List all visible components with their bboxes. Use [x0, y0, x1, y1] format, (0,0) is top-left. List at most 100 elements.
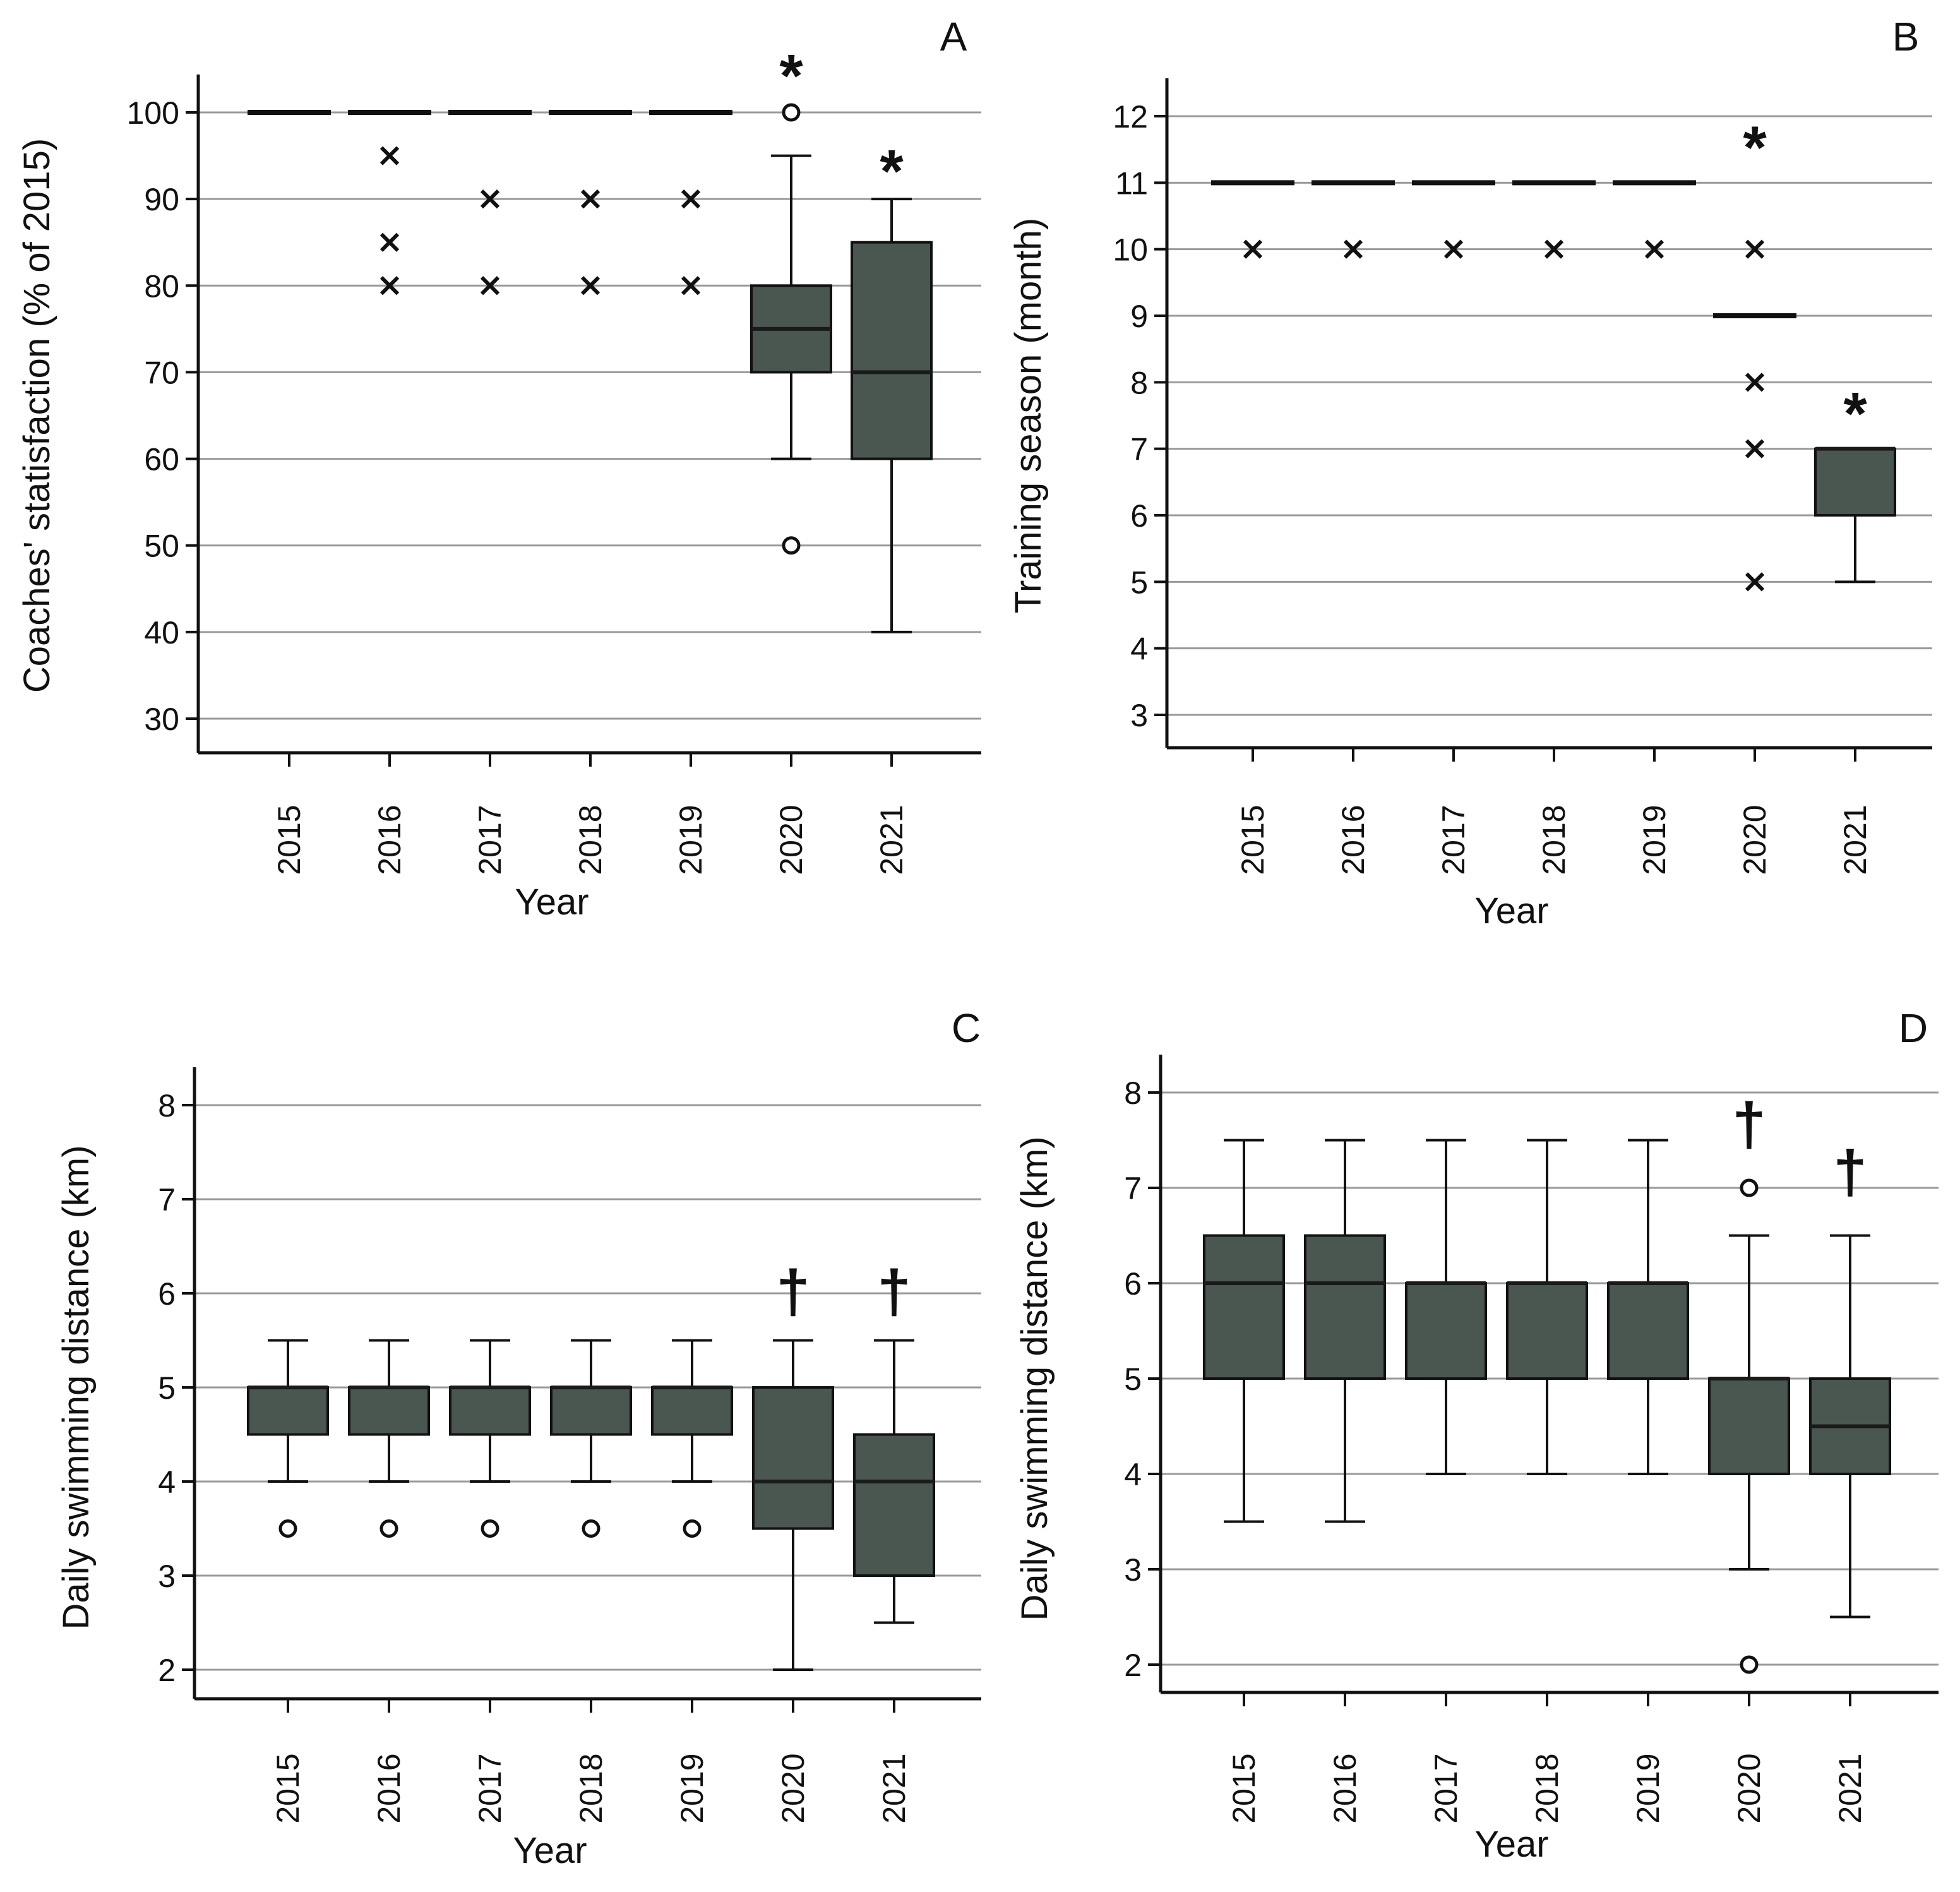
- outlier-point: [481, 1519, 499, 1538]
- significance-marker: *: [1843, 380, 1867, 448]
- outlier-point: [782, 536, 801, 555]
- x-tick-label-2021: 2021: [1832, 1753, 1868, 1823]
- y-axis-title: Coaches' statisfaction (% of 2015): [16, 138, 57, 693]
- box-2015: [1211, 180, 1294, 259]
- y-tick-label: 4: [1124, 1457, 1142, 1492]
- cross-stroke: [480, 276, 500, 296]
- y-tick-label: 3: [158, 1559, 176, 1594]
- x-tick-label-2016: 2016: [1336, 805, 1371, 875]
- box-iqr: [1304, 1234, 1386, 1380]
- box-2017: [449, 1339, 531, 1538]
- y-tick-label: 7: [1130, 432, 1148, 467]
- x-tick-label-2020: 2020: [775, 1753, 811, 1823]
- y-tick-label: 8: [1124, 1075, 1142, 1111]
- x-tick-label-2020: 2020: [774, 805, 809, 875]
- panel-c: 2 3 4 5 6 7 8 2015 2016 2017 2018 2019 2020 2021 Year D…: [56, 1005, 981, 1871]
- significance-marker: †: [877, 1258, 911, 1326]
- box-2019: [1607, 1139, 1689, 1475]
- box-2021: [1809, 1234, 1891, 1619]
- outlier-point: [1740, 1178, 1759, 1197]
- x-tick-label-2018: 2018: [573, 805, 608, 875]
- x-tick-label-2021: 2021: [1838, 805, 1873, 875]
- panel-letter: C: [952, 1005, 981, 1051]
- box-2016: [1304, 1139, 1386, 1523]
- cross-stroke: [1745, 373, 1765, 392]
- x-axis-title: Year: [1474, 890, 1548, 931]
- cross-stroke: [1745, 572, 1765, 592]
- cross-stroke: [379, 232, 400, 252]
- significance-marker: *: [1743, 114, 1767, 182]
- x-tick-label-2018: 2018: [1529, 1753, 1565, 1823]
- box-2021: [1814, 446, 1896, 584]
- panel-letter: D: [1899, 1005, 1928, 1051]
- cross-stroke: [1343, 239, 1363, 259]
- cross-stroke: [1745, 239, 1765, 259]
- extreme-point: [379, 276, 400, 296]
- y-tick-label: 6: [1130, 498, 1148, 534]
- y-tick-label: 50: [144, 529, 179, 564]
- box-2021: [853, 1339, 935, 1624]
- significance-marker: *: [779, 42, 803, 110]
- cross-stroke: [681, 276, 701, 296]
- box-2017: [1412, 180, 1495, 259]
- significance-marker: †: [776, 1258, 810, 1326]
- extreme-point: [1243, 239, 1263, 259]
- y-tick-label: 5: [1124, 1362, 1142, 1397]
- extreme-point: [1544, 239, 1564, 259]
- x-tick-label-2020: 2020: [1731, 1753, 1767, 1823]
- significance-marker: †: [1732, 1091, 1766, 1158]
- y-tick-label: 60: [144, 442, 179, 477]
- x-axis-title: Year: [515, 882, 589, 923]
- box-iqr: [851, 241, 933, 460]
- extreme-point: [580, 276, 601, 296]
- y-tick-label: 8: [1130, 365, 1148, 400]
- box-iqr: [449, 1386, 531, 1436]
- box-2015: [247, 1339, 329, 1538]
- extreme-point: [1745, 373, 1765, 392]
- cross-stroke: [580, 276, 601, 296]
- panel-letter: B: [1892, 14, 1920, 59]
- x-axis-title: Year: [1474, 1824, 1548, 1865]
- y-axis-title: Daily swimming distance (km): [1014, 1136, 1055, 1620]
- extreme-point: [1745, 239, 1765, 259]
- box-2018: [550, 1339, 632, 1538]
- cross-stroke: [681, 189, 701, 209]
- y-tick-label: 40: [144, 615, 179, 650]
- y-tick-label: 6: [158, 1276, 176, 1312]
- y-tick-label: 30: [144, 702, 179, 737]
- x-tick-label-2019: 2019: [1637, 805, 1672, 875]
- y-tick-label: 10: [1113, 232, 1148, 268]
- y-tick-label: 6: [1124, 1266, 1142, 1302]
- box-iqr: [247, 1386, 329, 1436]
- cross-stroke: [1544, 239, 1564, 259]
- x-tick-label-2015: 2015: [272, 805, 307, 875]
- cross-stroke: [480, 189, 500, 209]
- x-tick-label-2021: 2021: [874, 805, 909, 875]
- y-tick-label: 9: [1130, 299, 1148, 334]
- box-iqr: [1405, 1282, 1487, 1380]
- outlier-point: [1740, 1655, 1759, 1674]
- box-2021: [851, 198, 933, 633]
- extreme-point: [1343, 239, 1363, 259]
- box-iqr: [1708, 1377, 1790, 1475]
- outlier-point: [683, 1519, 702, 1538]
- box-iqr: [1203, 1234, 1285, 1380]
- box-iqr: [348, 1386, 430, 1436]
- x-tick-label-2018: 2018: [1536, 805, 1572, 875]
- x-tick-label-2021: 2021: [876, 1753, 912, 1823]
- cross-stroke: [379, 146, 400, 165]
- y-tick-label: 90: [144, 182, 179, 217]
- box-2019: [1613, 180, 1696, 259]
- extreme-point: [580, 189, 601, 209]
- y-tick-label: 80: [144, 268, 179, 304]
- y-tick-label: 3: [1124, 1552, 1142, 1588]
- box-2019: [649, 110, 732, 296]
- box-iqr: [651, 1386, 733, 1436]
- box-2016: [348, 1339, 430, 1538]
- y-tick-label: 70: [144, 355, 179, 390]
- y-tick-label: 7: [1124, 1171, 1142, 1206]
- box-2018: [1506, 1139, 1588, 1475]
- x-tick-label-2017: 2017: [472, 805, 508, 875]
- box-2020: [1708, 1178, 1790, 1674]
- x-tick-label-2020: 2020: [1737, 805, 1772, 875]
